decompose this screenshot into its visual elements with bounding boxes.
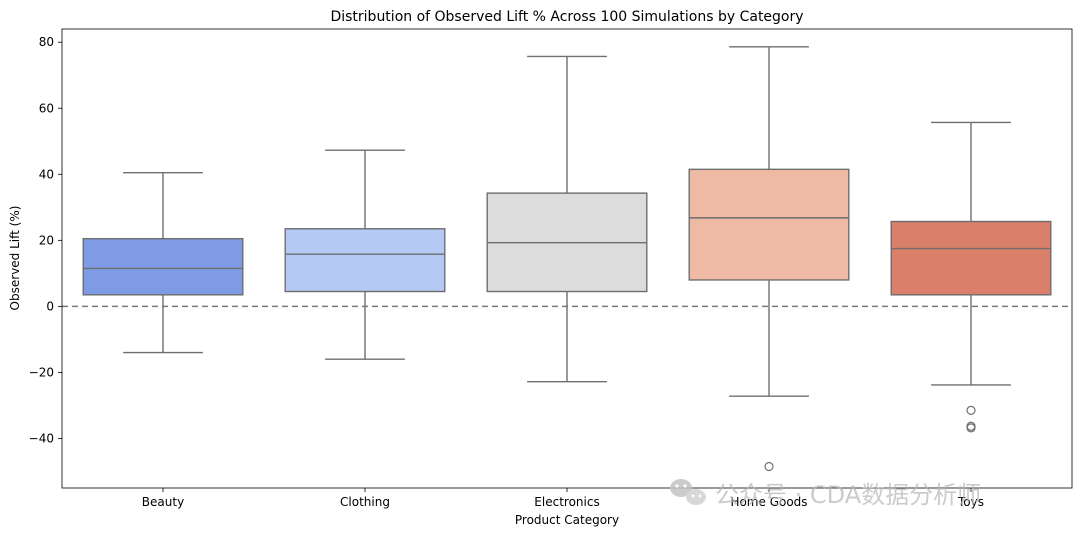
outlier-point bbox=[966, 405, 976, 415]
y-tick-label: 60 bbox=[39, 101, 54, 115]
y-tick-label: 0 bbox=[46, 299, 54, 313]
y-tick-label: −40 bbox=[29, 431, 54, 445]
iqr-box bbox=[890, 220, 1052, 296]
y-axis: −40 −20 0 20 40 60 80 bbox=[29, 35, 62, 445]
box-beauty bbox=[82, 171, 244, 354]
x-tick-label: Toys bbox=[957, 495, 984, 509]
box-toys bbox=[890, 121, 1052, 433]
watermark-text: 公众号 · CDA数据分析师 bbox=[715, 481, 981, 509]
wechat-icon bbox=[670, 479, 706, 505]
x-tick-label: Beauty bbox=[142, 495, 184, 509]
watermark: 公众号 · CDA数据分析师 bbox=[670, 479, 981, 509]
box-electronics bbox=[486, 55, 648, 383]
box-clothing bbox=[284, 149, 446, 360]
iqr-box bbox=[688, 168, 850, 281]
x-tick-label: Electronics bbox=[534, 495, 599, 509]
outlier-point bbox=[764, 461, 774, 472]
y-tick-label: 80 bbox=[39, 35, 54, 49]
box-home-goods bbox=[688, 46, 850, 472]
x-tick-label: Home Goods bbox=[730, 495, 807, 509]
iqr-box bbox=[82, 237, 244, 296]
y-tick-label: −20 bbox=[29, 365, 54, 379]
y-tick-label: 40 bbox=[39, 167, 54, 181]
x-axis-label: Product Category bbox=[515, 513, 619, 527]
plot-area bbox=[62, 46, 1072, 472]
y-axis-label: Observed Lift (%) bbox=[8, 206, 22, 311]
x-axis: Beauty Clothing Electronics Home Goods Toys bbox=[142, 488, 984, 509]
x-tick-label: Clothing bbox=[340, 495, 390, 509]
y-tick-label: 20 bbox=[39, 233, 54, 247]
iqr-box bbox=[284, 228, 446, 293]
chart-title: Distribution of Observed Lift % Across 1… bbox=[330, 9, 803, 25]
outlier-point bbox=[966, 423, 976, 433]
